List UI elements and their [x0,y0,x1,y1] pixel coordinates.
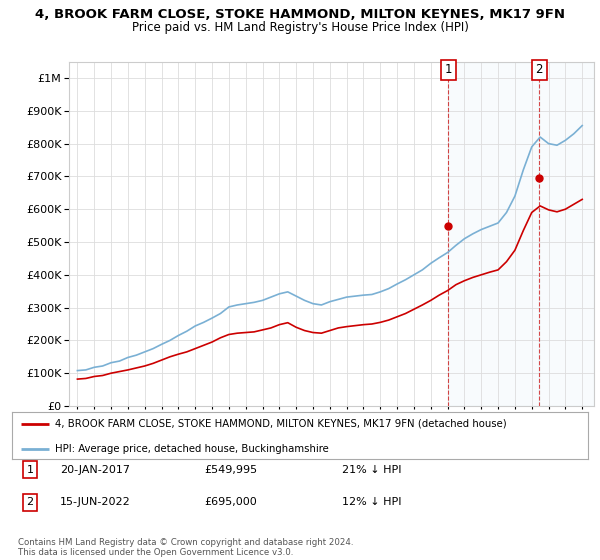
Text: £695,000: £695,000 [204,497,257,507]
Text: 4, BROOK FARM CLOSE, STOKE HAMMOND, MILTON KEYNES, MK17 9FN (detached house): 4, BROOK FARM CLOSE, STOKE HAMMOND, MILT… [55,418,507,428]
Text: 15-JUN-2022: 15-JUN-2022 [60,497,131,507]
Bar [448,62,539,406]
Text: 20-JAN-2017: 20-JAN-2017 [60,465,130,475]
Text: Price paid vs. HM Land Registry's House Price Index (HPI): Price paid vs. HM Land Registry's House … [131,21,469,34]
Text: 1: 1 [445,63,452,76]
Text: 2: 2 [536,63,543,76]
Bar [539,62,594,406]
Text: 1: 1 [26,465,34,475]
Text: Contains HM Land Registry data © Crown copyright and database right 2024.
This d: Contains HM Land Registry data © Crown c… [18,538,353,557]
Text: 12% ↓ HPI: 12% ↓ HPI [342,497,401,507]
Text: HPI: Average price, detached house, Buckinghamshire: HPI: Average price, detached house, Buck… [55,444,329,454]
Text: 4, BROOK FARM CLOSE, STOKE HAMMOND, MILTON KEYNES, MK17 9FN: 4, BROOK FARM CLOSE, STOKE HAMMOND, MILT… [35,8,565,21]
Text: 21% ↓ HPI: 21% ↓ HPI [342,465,401,475]
Text: £549,995: £549,995 [204,465,257,475]
Text: 2: 2 [26,497,34,507]
